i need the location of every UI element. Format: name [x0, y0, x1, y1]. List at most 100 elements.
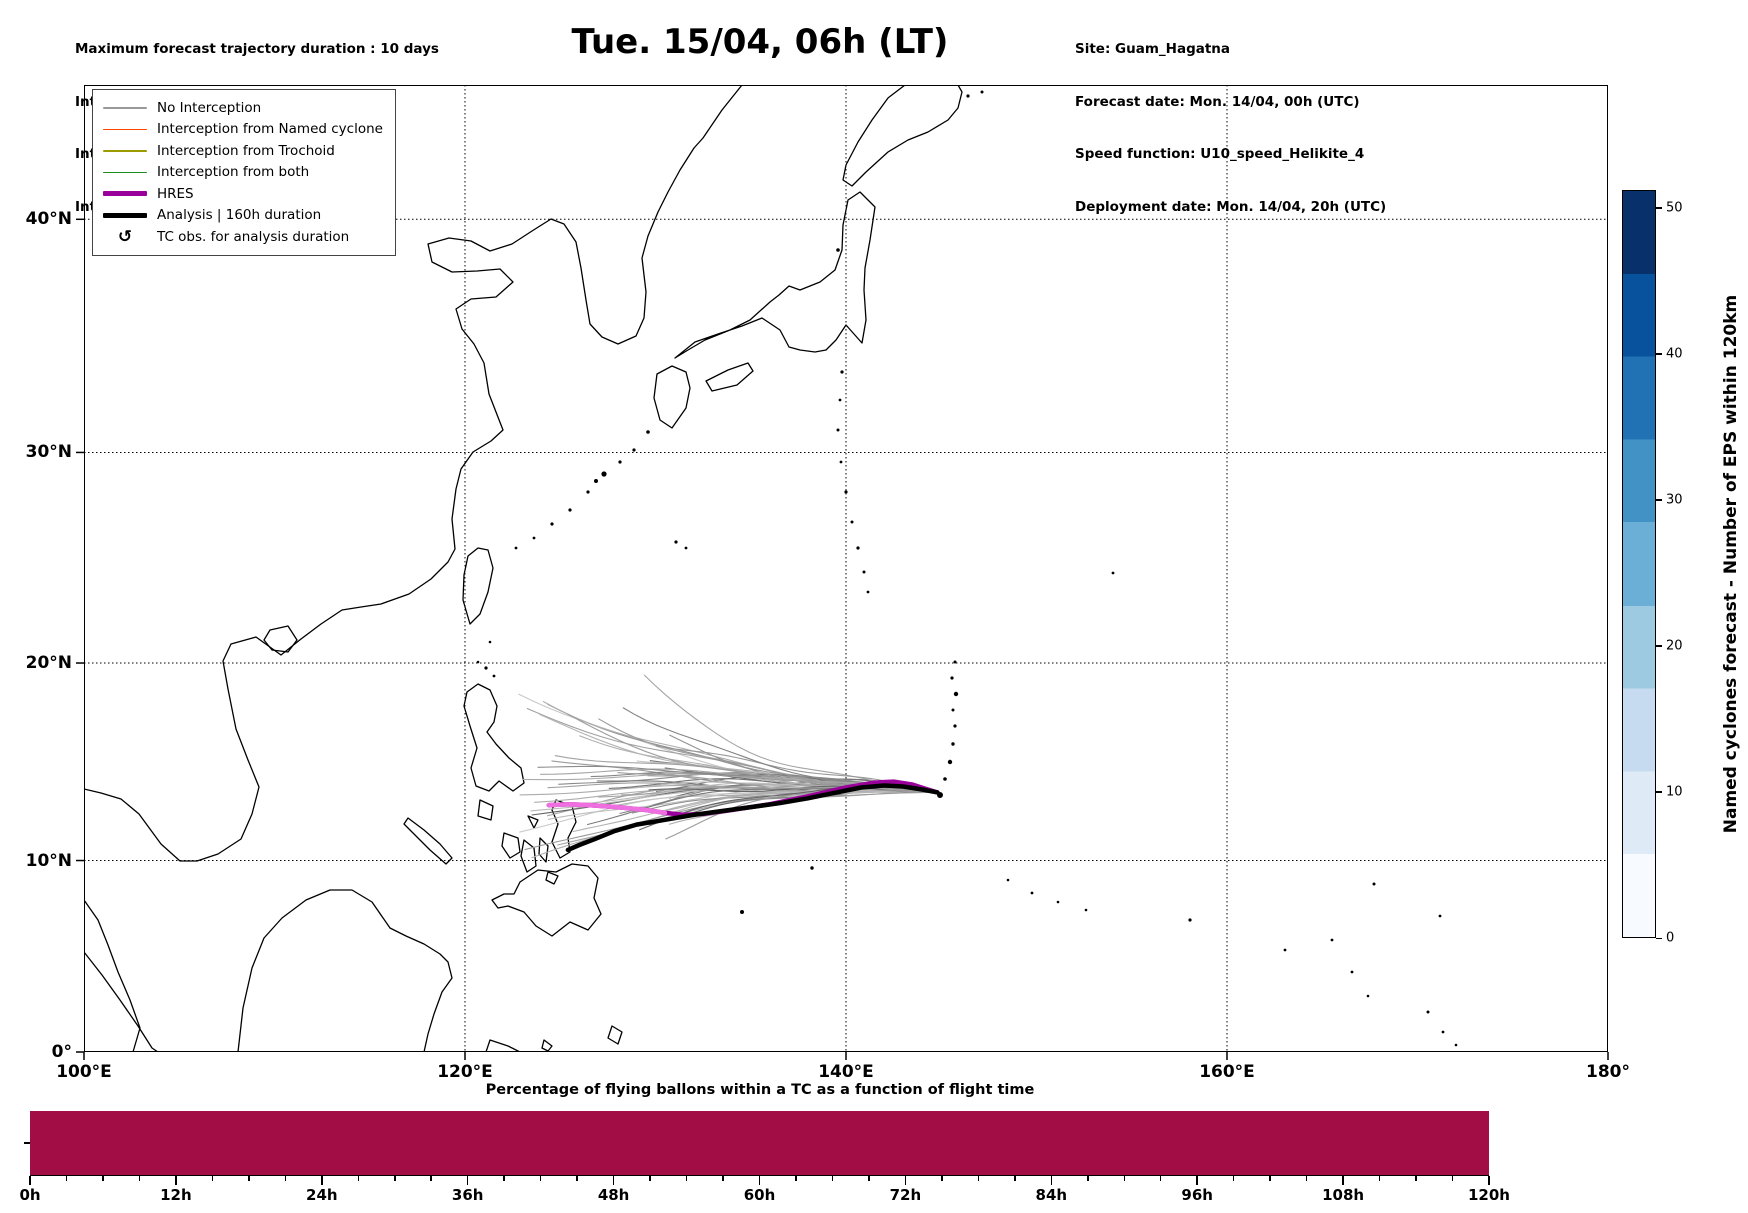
bottom-major-tick: [758, 1176, 761, 1185]
bottom-major-tick: [321, 1176, 323, 1185]
colorbar-tick-label: 40: [1666, 346, 1683, 362]
bottom-chart-title: Percentage of flying ballons within a TC…: [485, 1082, 1035, 1098]
lat-tick-label: 40°N: [25, 209, 72, 230]
info-line: Maximum forecast trajectory duration : 1…: [75, 41, 439, 57]
lon-tick-label: 100°E: [56, 1062, 112, 1082]
bottom-minor-tick: [248, 1176, 250, 1181]
legend-label: HRES: [157, 185, 194, 202]
bottom-minor-tick: [1087, 1176, 1089, 1181]
bottom-minor-tick: [722, 1176, 724, 1181]
legend-row: Analysis | 160h duration: [103, 205, 383, 227]
bottom-minor-tick: [795, 1176, 797, 1181]
page-title: Tue. 15/04, 06h (LT): [571, 22, 949, 62]
legend-label: Interception from both: [157, 164, 310, 181]
legend-row: No Interception: [103, 97, 383, 119]
bottom-major-tick: [175, 1176, 177, 1185]
colorbar-label: Named cyclones forecast - Number of EPS …: [1721, 294, 1741, 834]
bottom-major-tick: [904, 1176, 907, 1185]
grid-lines: [84, 85, 1608, 1052]
lon-tick-label: 140°E: [818, 1062, 874, 1082]
bottom-minor-tick: [1269, 1176, 1271, 1181]
colorbar-tick-label: 50: [1666, 200, 1683, 216]
legend-row: Interception from both: [103, 162, 383, 184]
bottom-tick-label: 72h: [889, 1186, 922, 1204]
legend-line-sample: [103, 128, 147, 130]
bottom-minor-tick: [357, 1176, 360, 1181]
map-frame: [84, 85, 1608, 1052]
bottom-minor-tick: [941, 1176, 943, 1181]
bottom-chart-axis: [30, 1175, 1489, 1176]
info-line: Site: Guam_Hagatna: [1075, 41, 1231, 57]
lat-tick-label: 10°N: [25, 850, 72, 871]
tc-percentage-bar: [30, 1111, 1489, 1175]
legend-swatch: [103, 107, 147, 109]
info-line: Speed function: U10_speed_Helikite_4: [1075, 146, 1365, 162]
map-legend: No Interception Interception from Named c…: [92, 89, 396, 256]
bottom-minor-tick: [868, 1176, 870, 1181]
bottom-tick-label: 24h: [306, 1186, 338, 1204]
bottom-minor-tick: [831, 1176, 834, 1181]
bottom-tick-label: 60h: [743, 1186, 776, 1204]
bottom-minor-tick: [685, 1176, 688, 1181]
colorbar-tick-label: 10: [1666, 784, 1683, 800]
bottom-tick-label: 12h: [160, 1186, 192, 1204]
bottom-minor-tick: [1123, 1176, 1125, 1181]
legend-label: Interception from Trochoid: [157, 142, 335, 159]
bottom-minor-tick: [394, 1176, 396, 1181]
bottom-minor-tick: [1451, 1176, 1454, 1181]
legend-label: Analysis | 160h duration: [157, 207, 322, 224]
colorbar-tick-label: 0: [1666, 930, 1675, 946]
coastlines: [84, 85, 963, 1052]
bottom-tick-label: 36h: [451, 1186, 484, 1204]
legend-swatch: ↺: [103, 226, 147, 247]
bottom-major-tick: [1488, 1176, 1490, 1185]
colorbar-tick-mark: [1656, 207, 1662, 209]
colorbar-tick-mark: [1656, 353, 1662, 355]
legend-label: Interception from Named cyclone: [157, 121, 383, 138]
bottom-minor-tick: [1305, 1176, 1308, 1181]
lat-tick-label: 0°: [51, 1042, 72, 1062]
bottom-minor-tick: [649, 1176, 651, 1181]
bottom-tick-label: 108h: [1322, 1186, 1365, 1204]
legend-line-sample: [103, 107, 147, 109]
lon-tick-label: 160°E: [1199, 1062, 1255, 1082]
bottom-minor-tick: [1415, 1176, 1417, 1181]
legend-line-sample: [103, 191, 147, 197]
info-line: Forecast date: Mon. 14/04, 00h (UTC): [1075, 93, 1360, 110]
bottom-major-tick: [1050, 1176, 1053, 1185]
legend-line-sample: [103, 150, 147, 152]
bottom-major-tick: [612, 1176, 615, 1185]
bottom-major-tick: [1196, 1176, 1198, 1185]
bottom-minor-tick: [65, 1176, 68, 1181]
bottom-tick-label: 84h: [1035, 1186, 1068, 1204]
cyclone-marker-icon: ↺: [117, 226, 133, 247]
bottom-minor-tick: [1232, 1176, 1235, 1181]
axis-tick-marks: [76, 218, 1609, 1060]
legend-label: TC obs. for analysis duration: [157, 228, 350, 245]
bottom-left-tick: [24, 1142, 30, 1144]
legend-label: No Interception: [157, 99, 262, 116]
legend-row: ↺ TC obs. for analysis duration: [103, 226, 383, 248]
legend-row: Interception from Named cyclone: [103, 119, 383, 141]
bottom-minor-tick: [576, 1176, 578, 1181]
bottom-tick-label: 120h: [1468, 1186, 1510, 1204]
lon-tick-label: 180°: [1586, 1062, 1630, 1082]
bottom-major-tick: [1342, 1176, 1344, 1185]
colorbar: [1622, 190, 1656, 938]
bottom-tick-label: 96h: [1181, 1186, 1213, 1204]
legend-row: HRES: [103, 183, 383, 205]
colorbar-tick-label: 20: [1666, 638, 1683, 654]
colorbar-tick-mark: [1656, 499, 1662, 501]
legend-swatch: [103, 191, 147, 197]
colorbar-tick-mark: [1656, 645, 1662, 647]
header-right-info: Site: Guam_Hagatna Forecast date: Mon. 1…: [1075, 6, 1386, 251]
bottom-minor-tick: [1159, 1176, 1162, 1181]
bottom-minor-tick: [138, 1176, 141, 1181]
bottom-minor-tick: [102, 1176, 104, 1181]
legend-swatch: [103, 212, 147, 218]
bottom-major-tick: [29, 1176, 31, 1185]
small-islands: [476, 90, 1458, 1047]
bottom-major-tick: [466, 1176, 469, 1185]
